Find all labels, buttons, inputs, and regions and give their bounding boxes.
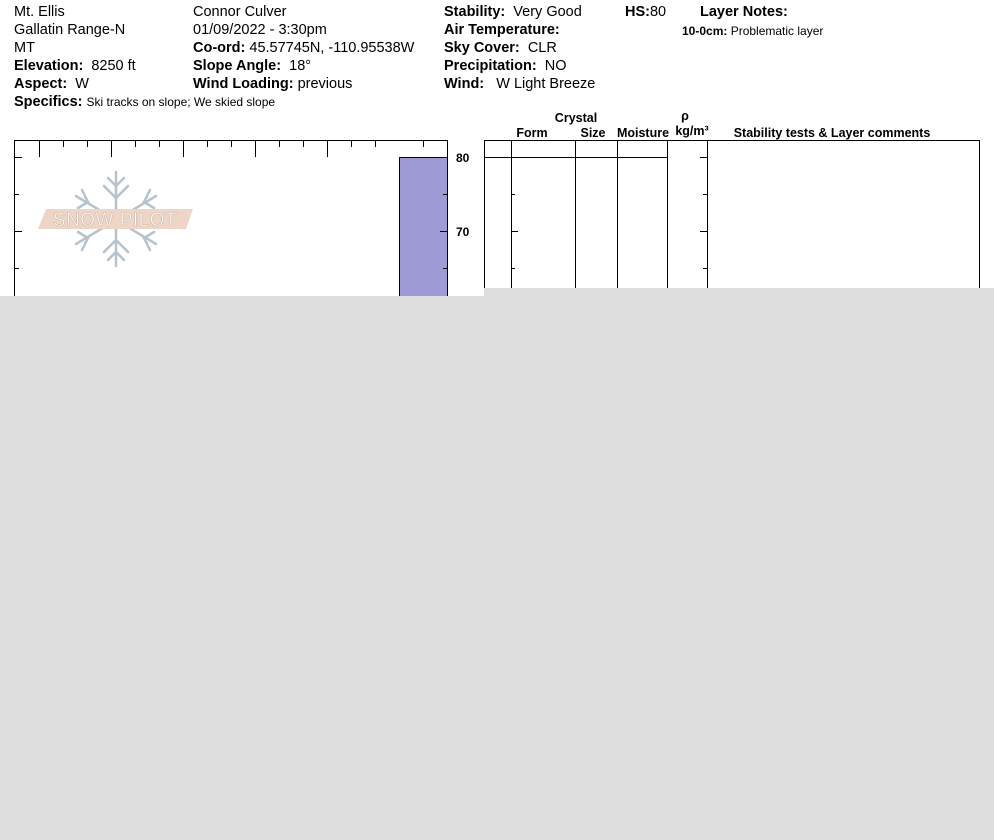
wind-loading: Wind Loading: previous	[193, 76, 353, 92]
specifics: Specifics: Ski tracks on slope; We skied…	[14, 94, 276, 110]
stability: Stability: Very Good	[444, 4, 582, 20]
layer-table	[484, 140, 980, 301]
col-rho: ρ	[681, 109, 689, 123]
elevation: Elevation: 8250 ft	[14, 58, 136, 74]
col-form: Form	[516, 126, 547, 140]
state: MT	[14, 40, 35, 56]
logo-text: SNOW PILOT	[53, 210, 177, 231]
snow-height: HS:80	[625, 4, 667, 20]
top-ticks	[39, 140, 424, 157]
observer-name: Connor Culver	[193, 4, 287, 20]
coordinates: Co-ord: 45.57745N, -110.95538W	[193, 40, 415, 56]
snow-layer-bar	[399, 157, 448, 301]
wind: Wind: W Light Breeze	[444, 76, 596, 92]
unrendered-area	[0, 296, 994, 840]
col-size: Size	[580, 126, 605, 140]
sky-cover: Sky Cover: CLR	[444, 40, 557, 56]
col-crystal: Crystal	[555, 111, 597, 125]
aspect: Aspect: W	[14, 76, 89, 92]
observation-datetime: 01/09/2022 - 3:30pm	[193, 22, 327, 38]
depth-label-70: 70	[456, 225, 470, 239]
logo-banner	[38, 209, 193, 229]
col-moisture: Moisture	[617, 126, 669, 140]
slope-angle: Slope Angle: 18°	[193, 58, 312, 74]
precipitation: Precipitation: NO	[444, 58, 567, 74]
location: Mt. Ellis	[14, 4, 65, 20]
col-comments: Stability tests & Layer comments	[734, 126, 931, 140]
depth-label-80: 80	[456, 151, 470, 165]
air-temperature: Air Temperature:	[444, 22, 560, 38]
table-column-lines	[484, 140, 708, 300]
layer-notes-title: Layer Notes:	[700, 4, 788, 20]
col-density-unit: kg/m³	[675, 124, 708, 138]
unrendered-area-top	[484, 288, 994, 296]
left-ticks	[14, 157, 447, 269]
layer-note: 10-0cm: Problematic layer	[682, 24, 824, 38]
table-ticks	[511, 157, 707, 269]
mountain-range: Gallatin Range-N	[14, 22, 126, 38]
snowflake-icon	[74, 170, 158, 268]
